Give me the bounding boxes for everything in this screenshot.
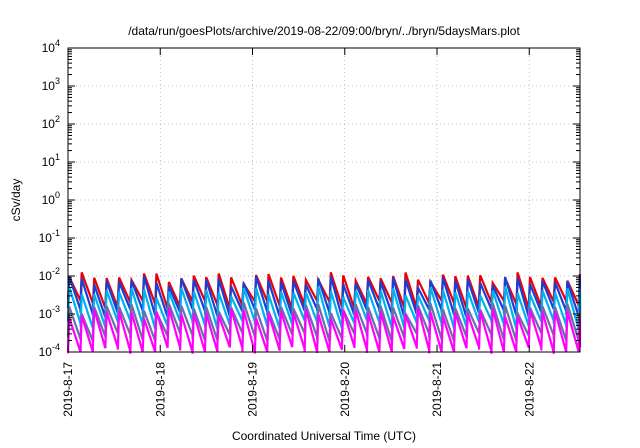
x-axis: 2019-8-17 2019-8-18 2019-8-19 2019-8-20 2019… [61,48,536,417]
y-tick-label: 103 [42,76,60,93]
x-tick-label: 2019-8-17 [61,362,75,417]
y-tick-label: 10-1 [39,228,60,245]
y-tick-label: 10-4 [39,342,60,359]
y-tick-label: 10-3 [39,304,60,321]
chart-title: /data/run/goesPlots/archive/2019-08-22/0… [128,24,520,38]
plot-area [66,271,582,354]
y-axis-label: cSv/day [9,179,23,222]
y-tick-label: 10-2 [39,266,60,283]
x-tick-label: 2019-8-21 [430,362,444,417]
x-tick-label: 2019-8-18 [153,362,167,417]
x-tick-label: 2019-8-22 [522,362,536,417]
x-tick-label: 2019-8-19 [246,362,260,417]
y-tick-label: 102 [42,114,60,131]
x-tick-label: 2019-8-20 [338,362,352,417]
y-tick-label: 104 [42,38,60,55]
y-tick-label: 101 [42,152,60,169]
y-axis: 10-4 10-3 10-2 10-1 100 101 102 103 104 [39,38,580,359]
x-axis-label: Coordinated Universal Time (UTC) [232,429,416,443]
grid-lines [68,48,580,352]
y-tick-label: 100 [42,190,60,207]
